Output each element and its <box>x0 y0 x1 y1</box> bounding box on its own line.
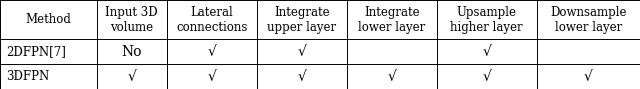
Text: √: √ <box>297 70 306 84</box>
Text: Method: Method <box>26 13 71 26</box>
Text: 3DFPN: 3DFPN <box>6 70 50 83</box>
Text: √: √ <box>387 70 396 84</box>
Text: √: √ <box>482 45 491 59</box>
Text: √: √ <box>482 70 491 84</box>
Text: Lateral
connections: Lateral connections <box>176 6 247 34</box>
Text: Integrate
upper layer: Integrate upper layer <box>267 6 336 34</box>
Text: Upsample
higher layer: Upsample higher layer <box>451 6 523 34</box>
Text: √: √ <box>207 45 216 59</box>
Text: √: √ <box>207 70 216 84</box>
Text: √: √ <box>584 70 593 84</box>
Text: √: √ <box>297 45 306 59</box>
Text: Integrate
lower layer: Integrate lower layer <box>358 6 426 34</box>
Text: Downsample
lower layer: Downsample lower layer <box>550 6 627 34</box>
Text: Input 3D
volume: Input 3D volume <box>106 6 158 34</box>
Text: 2DFPN[7]: 2DFPN[7] <box>6 45 67 58</box>
Text: √: √ <box>127 70 136 84</box>
Text: No: No <box>122 45 142 59</box>
